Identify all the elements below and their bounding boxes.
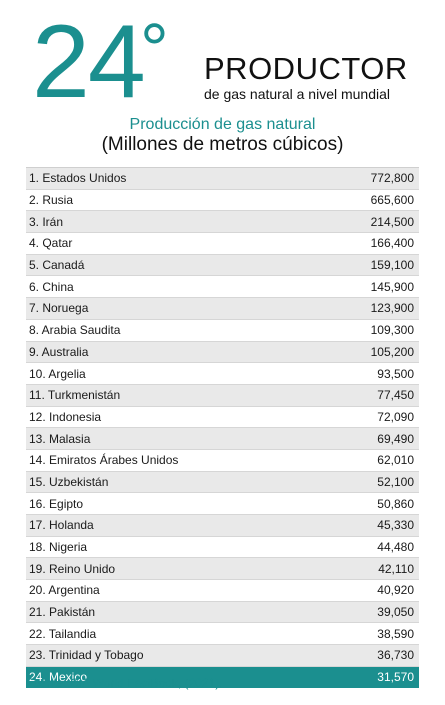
country-name: 12. Indonesia [29,409,102,424]
country-name: 23. Trinidad y Tobago [29,648,144,663]
table-row: 10. Argelia 93,500 [26,363,419,385]
country-name: 11. Turkmenistán [29,388,121,403]
section-title: Producción de gas natural [129,116,316,133]
country-name: 2. Rusia [29,193,74,208]
country-name: 3. Irán [29,214,64,229]
production-value: 123,900 [370,301,414,316]
table-row: 14. Emiratos Árabes Unidos 62,010 [26,449,419,472]
country-name: 10. Argelia [29,366,86,381]
production-value: 166,400 [370,236,414,251]
production-value: 62,010 [377,453,414,468]
country-name: 18. Nigeria [29,540,88,555]
country-name: 7. Noruega [29,301,89,316]
production-value: 50,860 [377,496,414,511]
table-row: 21. Pakistán 39,050 [26,601,419,624]
table-row: 12. Indonesia 72,090 [26,406,419,429]
production-value: 109,300 [370,323,414,338]
production-value: 105,200 [370,344,414,359]
production-value: 665,600 [370,193,414,208]
source-note: Fuente: CIA World FactBook, (2021). [26,676,223,690]
country-name: 1. Estados Unidos [29,171,127,186]
table-row: 17. Holanda 45,330 [26,515,419,537]
table-row: 23. Trinidad y Tobago 36,730 [26,645,419,667]
table-row: 5. Canadá 159,100 [26,254,419,277]
table-row: 13. Malasia 69,490 [26,428,419,450]
production-value: 93,500 [377,366,414,381]
country-name: 16. Egipto [29,496,84,511]
production-value: 52,100 [377,474,414,489]
production-value: 44,480 [377,540,414,555]
table-row: 2. Rusia 665,600 [26,189,419,212]
production-value: 38,590 [377,626,414,641]
country-name: 24. Mexico [29,670,88,685]
section-units: (Millones de metros cúbicos) [101,134,344,155]
table-row: 15. Uzbekistán 52,100 [26,471,419,494]
production-value: 40,920 [377,583,414,598]
producer-title: PRODUCTOR [204,51,408,86]
production-value: 214,500 [370,214,414,229]
table-row: 6. China 145,900 [26,276,419,299]
production-value: 69,490 [377,431,414,446]
table-row: 20. Argentina 40,920 [26,580,419,602]
table-row: 24. Mexico 31,570 [26,666,419,688]
table-row: 1. Estados Unidos 772,800 [26,168,419,190]
country-name: 4. Qatar [29,236,73,251]
table-row: 7. Noruega 123,900 [26,298,419,320]
table-row: 18. Nigeria 44,480 [26,536,419,559]
country-name: 15. Uzbekistán [29,474,109,489]
country-name: 21. Pakistán [29,605,96,620]
production-value: 159,100 [370,258,414,273]
table-row: 9. Australia 105,200 [26,341,419,364]
country-name: 14. Emiratos Árabes Unidos [29,453,179,468]
production-value: 36,730 [377,648,414,663]
table-row: 19. Reino Unido 42,110 [26,558,419,581]
table-row: 22. Tailandia 38,590 [26,623,419,646]
table-row: 4. Qatar 166,400 [26,233,419,255]
table-row: 11. Turkmenistán 77,450 [26,384,419,407]
production-value: 145,900 [370,279,414,294]
production-value: 77,450 [377,388,414,403]
country-name: 19. Reino Unido [29,561,116,576]
production-value: 45,330 [377,518,414,533]
table-row: 8. Arabia Saudita 109,300 [26,319,419,342]
country-name: 13. Malasia [29,431,91,446]
country-name: 5. Canadá [29,258,85,273]
country-name: 6. China [29,279,74,294]
production-value: 31,570 [377,670,414,685]
degree-symbol: ° [140,10,169,90]
country-name: 9. Australia [29,344,89,359]
country-name: 8. Arabia Saudita [29,323,121,338]
country-name: 17. Holanda [29,518,94,533]
table-row: 16. Egipto 50,860 [26,493,419,515]
production-value: 772,800 [370,171,414,186]
producer-subtitle: de gas natural a nivel mundial [204,86,391,102]
country-name: 22. Tailandia [29,626,97,641]
ranking-table: 1. Estados Unidos 772,800 2. Rusia 665,600 3… [26,167,419,688]
table-row: 3. Irán 214,500 [26,211,419,234]
production-value: 39,050 [377,605,414,620]
country-name: 20. Argentina [29,583,100,598]
production-value: 72,090 [377,409,414,424]
production-value: 42,110 [378,561,414,576]
rank-number: 24 [32,4,146,120]
